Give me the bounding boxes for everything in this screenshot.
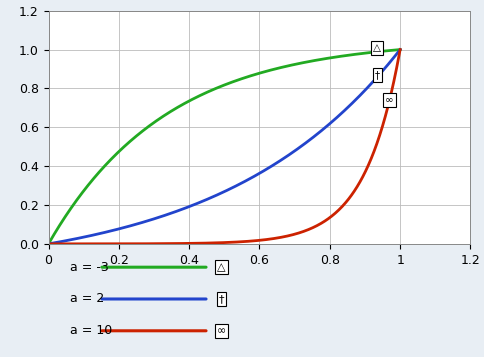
Text: †: †	[374, 70, 379, 80]
Text: △: △	[217, 262, 225, 272]
Text: ∞: ∞	[216, 326, 226, 336]
Text: a = 2: a = 2	[70, 292, 104, 306]
Text: †: †	[218, 294, 224, 304]
Text: △: △	[373, 42, 380, 52]
Text: ∞: ∞	[384, 95, 393, 105]
Text: a = -3: a = -3	[70, 261, 108, 274]
Text: a = 10: a = 10	[70, 324, 112, 337]
